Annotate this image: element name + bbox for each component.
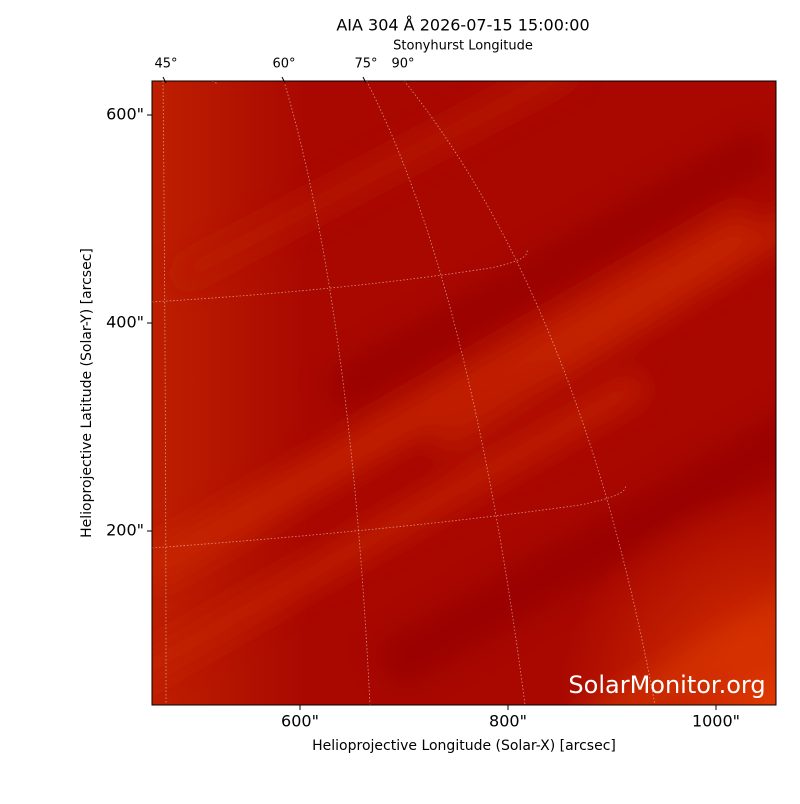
x2-tick-label: 45° [154,57,177,72]
watermark: SolarMonitor.org [568,671,765,699]
x2-tick [362,76,367,84]
x2-tick-label: 60° [272,57,295,72]
y-tick-label: 200" [106,521,144,540]
x-tick-label: 600" [281,712,319,731]
x-axis-label: Helioprojective Longitude (Solar-X) [arc… [312,738,616,754]
x2-axis-label: Stonyhurst Longitude [393,39,533,54]
x-tick-label: 1000" [692,712,740,731]
y-tick-label: 400" [106,313,144,332]
solar-image [152,81,776,705]
x2-tick [281,76,286,84]
x-tick-label: 800" [489,712,527,731]
chart-title: AIA 304 Å 2026-07-15 15:00:00 [336,16,589,35]
x2-tick-label: 90° [391,57,414,72]
x2-tick [162,76,167,84]
x2-tick-label: 75° [354,57,377,72]
plot-frame [151,80,777,706]
y-tick-label: 600" [106,105,144,124]
y-axis-label: Helioprojective Latitude (Solar-Y) [arcs… [79,248,95,538]
